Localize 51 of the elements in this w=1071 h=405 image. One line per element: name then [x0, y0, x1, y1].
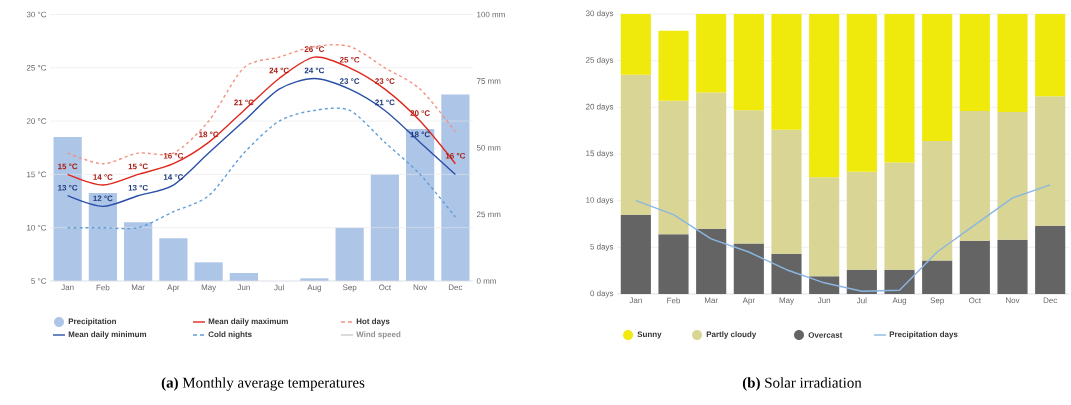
line-series [66, 56, 457, 186]
bar [620, 74, 651, 215]
bar [809, 276, 840, 294]
bar [997, 112, 1028, 240]
bar [884, 269, 915, 294]
bar [620, 214, 651, 294]
bar [846, 14, 877, 172]
bar [696, 228, 727, 294]
bar [959, 14, 990, 112]
bar [771, 129, 802, 254]
bar [1035, 225, 1066, 294]
bar [696, 14, 727, 93]
bar [733, 110, 764, 244]
bar [997, 14, 1028, 112]
bar [771, 253, 802, 294]
bar [159, 238, 188, 281]
bar [733, 14, 764, 111]
line-series [66, 44, 457, 165]
bar [959, 111, 990, 241]
bar [884, 162, 915, 270]
bar [620, 14, 651, 75]
bar [997, 239, 1028, 294]
bar [922, 140, 953, 261]
bar [441, 94, 470, 281]
bar [88, 193, 117, 281]
bar [733, 243, 764, 294]
bar [658, 30, 689, 101]
bar [884, 14, 915, 163]
bar [922, 260, 953, 294]
bar [370, 174, 399, 281]
bar [846, 171, 877, 270]
bar [658, 100, 689, 235]
bar [194, 262, 223, 281]
bar [1035, 96, 1066, 226]
bar [406, 129, 435, 281]
bar [771, 14, 802, 130]
bar [53, 137, 82, 281]
bar [658, 234, 689, 294]
bar [1035, 14, 1066, 97]
line-series [635, 184, 1051, 292]
line-series [66, 77, 457, 208]
bar [696, 92, 727, 229]
bar [809, 177, 840, 277]
bar [809, 14, 840, 178]
bar [124, 222, 153, 281]
bar [846, 269, 877, 294]
bar [335, 227, 364, 281]
bar [922, 14, 953, 141]
text: (b) Solar irradiation [742, 377, 862, 391]
bar [959, 240, 990, 294]
text: (a) Monthly average temperatures [161, 377, 365, 391]
